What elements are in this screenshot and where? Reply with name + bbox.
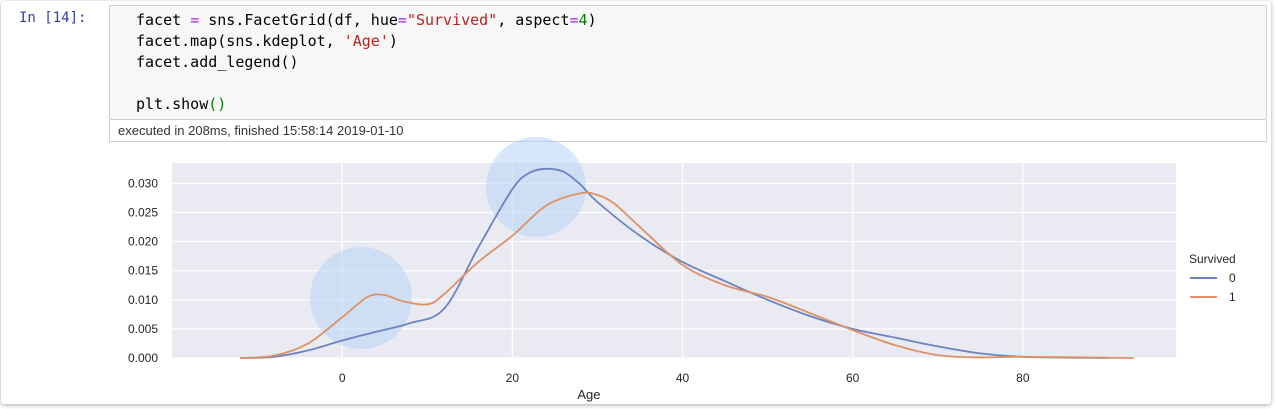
code-line-1: facet = sns.FacetGrid(df, hue="Survived"… bbox=[136, 11, 597, 29]
legend: Survived 0 1 bbox=[1189, 252, 1236, 304]
series-lines bbox=[240, 167, 1134, 359]
series-line-1 bbox=[240, 191, 1134, 359]
x-tick-label: 80 bbox=[1016, 371, 1030, 385]
cell-prompt: In [14]: bbox=[19, 10, 87, 26]
legend-title: Survived bbox=[1189, 252, 1236, 266]
legend-label-0: 0 bbox=[1229, 271, 1236, 285]
y-tick-label: 0.015 bbox=[128, 264, 158, 278]
x-tick-label: 20 bbox=[506, 371, 520, 385]
code-editor[interactable]: facet = sns.FacetGrid(df, hue="Survived"… bbox=[109, 5, 1267, 120]
code-line-3: facet.add_legend() bbox=[136, 53, 299, 71]
legend-label-1: 1 bbox=[1229, 290, 1236, 304]
highlight-circle-left bbox=[310, 247, 412, 349]
code-line-5: plt.show() bbox=[136, 95, 227, 113]
y-tick-labels: 0.000 0.005 0.010 0.015 0.020 0.025 0.030 bbox=[128, 176, 158, 365]
highlight-circle-peak bbox=[486, 137, 586, 237]
execution-info-bar: executed in 208ms, finished 15:58:14 201… bbox=[109, 120, 1267, 142]
series-line-0 bbox=[240, 167, 1108, 359]
y-tick-label: 0.030 bbox=[128, 176, 158, 190]
y-tick-label: 0.000 bbox=[128, 351, 158, 365]
y-tick-label: 0.010 bbox=[128, 293, 158, 307]
y-tick-label: 0.020 bbox=[128, 235, 158, 249]
x-tick-label: 60 bbox=[846, 371, 860, 385]
x-tick-labels: 0 20 40 60 80 bbox=[339, 371, 1030, 385]
x-tick-label: 40 bbox=[676, 371, 690, 385]
y-tick-label: 0.005 bbox=[128, 322, 158, 336]
y-tick-label: 0.025 bbox=[128, 205, 158, 219]
code-block[interactable]: facet = sns.FacetGrid(df, hue="Survived"… bbox=[136, 10, 597, 115]
x-axis-label: Age bbox=[577, 387, 600, 402]
code-line-2: facet.map(sns.kdeplot, 'Age') bbox=[136, 32, 398, 50]
execution-info: executed in 208ms, finished 15:58:14 201… bbox=[118, 123, 404, 138]
grid-lines bbox=[172, 163, 1176, 359]
x-tick-label: 0 bbox=[339, 371, 346, 385]
